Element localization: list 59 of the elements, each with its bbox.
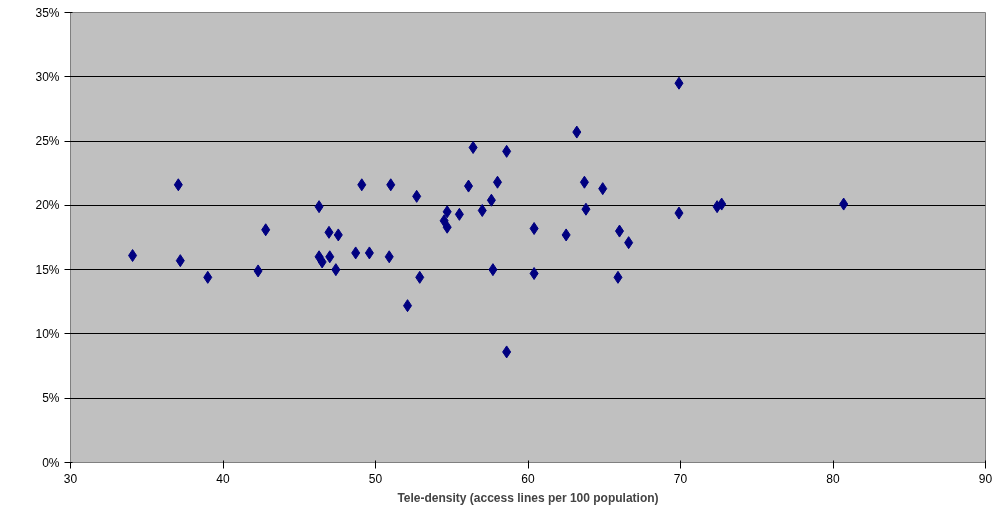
y-tick-label: 25% [35, 134, 60, 149]
point [314, 200, 324, 214]
point [613, 270, 623, 284]
point [529, 222, 539, 235]
point [561, 228, 571, 242]
point [357, 178, 367, 192]
point [128, 249, 138, 262]
point [486, 193, 496, 207]
x-tick-label: 30 [63, 471, 78, 486]
point [502, 345, 512, 359]
y-tick-label: 10% [35, 326, 60, 341]
point [364, 246, 374, 260]
y-tick-label: 20% [35, 198, 60, 213]
point [598, 182, 608, 196]
x-tick-label: 80 [826, 471, 840, 486]
point [468, 141, 478, 154]
y-tick-label: 35% [35, 5, 60, 20]
x-axis-title: Tele-density (access lines per 100 population) [397, 490, 659, 505]
point [331, 263, 341, 277]
point [351, 246, 361, 260]
point [324, 225, 334, 239]
point [624, 236, 634, 250]
point [317, 255, 327, 269]
point [325, 250, 335, 264]
point [403, 299, 413, 313]
point [488, 263, 498, 277]
point [333, 228, 343, 242]
x-tick-label: 70 [673, 471, 688, 486]
point [839, 197, 849, 211]
point [173, 178, 183, 192]
point [572, 125, 582, 139]
point [717, 197, 727, 211]
point [674, 206, 684, 220]
point [442, 220, 452, 234]
x-tick-label: 50 [368, 471, 383, 486]
point [384, 250, 394, 264]
point [581, 202, 591, 216]
point [175, 254, 185, 268]
x-tick-label: 40 [216, 471, 230, 486]
point [579, 175, 589, 189]
point [412, 189, 422, 203]
x-tick-label: 60 [521, 471, 535, 486]
point [477, 204, 487, 217]
x-tick-label: 90 [978, 471, 993, 486]
point [253, 264, 263, 278]
y-tick-label: 5% [42, 391, 60, 406]
y-tick-label: 0% [42, 455, 60, 470]
point [464, 179, 474, 193]
point [674, 76, 684, 90]
point [203, 270, 213, 284]
point [502, 144, 512, 158]
point [529, 267, 539, 280]
y-tick-label: 15% [35, 262, 60, 277]
point [415, 270, 425, 284]
y-tick-label: 30% [35, 69, 60, 84]
point [442, 205, 452, 219]
point [386, 178, 396, 192]
point [454, 207, 464, 221]
point [261, 223, 271, 237]
